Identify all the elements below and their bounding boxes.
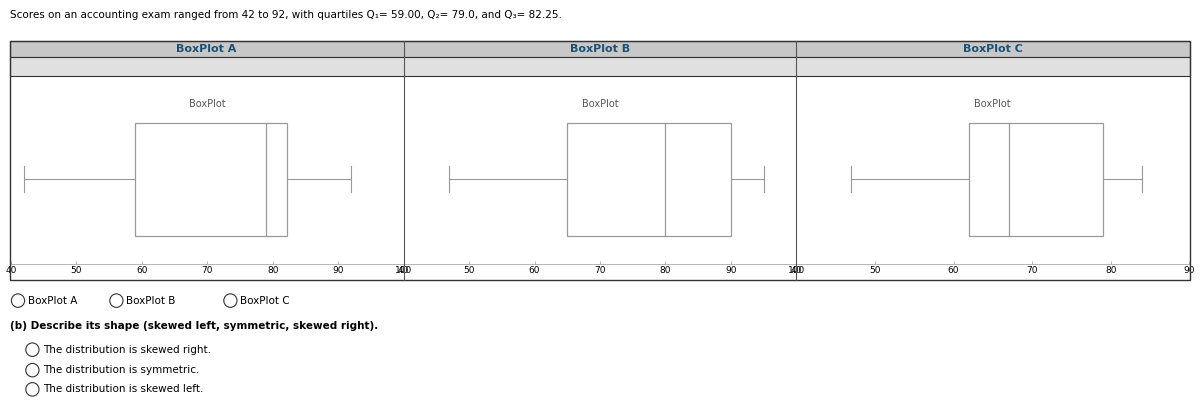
Text: BoxPlot C: BoxPlot C (964, 44, 1024, 54)
Text: BoxPlot: BoxPlot (582, 99, 618, 109)
Text: BoxPlot B: BoxPlot B (126, 296, 175, 306)
Text: BoxPlot A: BoxPlot A (28, 296, 77, 306)
Text: BoxPlot: BoxPlot (974, 99, 1012, 109)
Bar (136, 123, 287, 236)
Text: BoxPlot A: BoxPlot A (176, 44, 236, 54)
Text: BoxPlot C: BoxPlot C (240, 296, 289, 306)
Text: The distribution is symmetric.: The distribution is symmetric. (43, 365, 199, 375)
Text: Scores on an accounting exam ranged from 42 to 92, with quartiles Q₁= 59.00, Q₂=: Scores on an accounting exam ranged from… (10, 10, 562, 20)
Text: BoxPlot: BoxPlot (188, 99, 226, 109)
Text: BoxPlot B: BoxPlot B (570, 44, 630, 54)
Text: The distribution is skewed left.: The distribution is skewed left. (43, 384, 204, 394)
Bar (970, 123, 1103, 236)
Bar (568, 123, 731, 236)
Text: The distribution is skewed right.: The distribution is skewed right. (43, 345, 211, 355)
Text: (b) Describe its shape (skewed left, symmetric, skewed right).: (b) Describe its shape (skewed left, sym… (10, 321, 378, 331)
Text: (a) Select the correct box plot for the given data.: (a) Select the correct box plot for the … (10, 47, 301, 57)
